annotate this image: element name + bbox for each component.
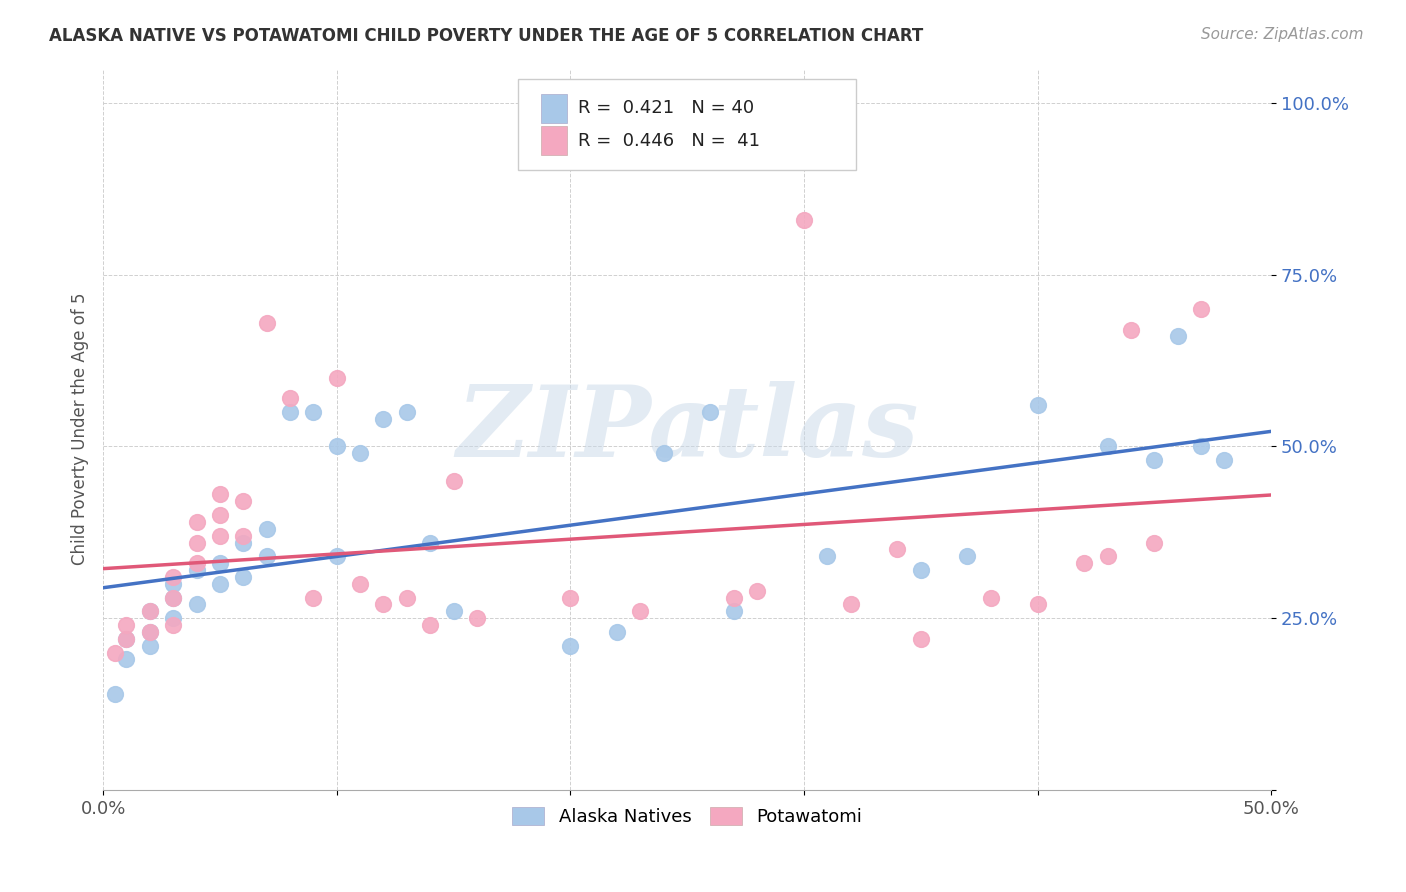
Point bbox=[232, 529, 254, 543]
Point bbox=[162, 618, 184, 632]
Point bbox=[104, 687, 127, 701]
Point bbox=[162, 591, 184, 605]
Point bbox=[723, 591, 745, 605]
Point bbox=[980, 591, 1002, 605]
Point bbox=[115, 632, 138, 646]
Point bbox=[747, 583, 769, 598]
Point bbox=[349, 576, 371, 591]
Point bbox=[162, 576, 184, 591]
Point bbox=[302, 405, 325, 419]
Text: R =  0.446   N =  41: R = 0.446 N = 41 bbox=[578, 132, 761, 150]
Point bbox=[186, 556, 208, 570]
Point bbox=[652, 446, 675, 460]
Point bbox=[443, 604, 465, 618]
Point bbox=[104, 646, 127, 660]
Point bbox=[395, 405, 418, 419]
Point bbox=[628, 604, 651, 618]
Point bbox=[256, 316, 278, 330]
Point bbox=[419, 618, 441, 632]
Point bbox=[278, 405, 301, 419]
Point bbox=[232, 570, 254, 584]
Point bbox=[1143, 535, 1166, 549]
Point bbox=[839, 598, 862, 612]
Text: R =  0.421   N = 40: R = 0.421 N = 40 bbox=[578, 99, 755, 117]
Point bbox=[115, 632, 138, 646]
Text: ALASKA NATIVE VS POTAWATOMI CHILD POVERTY UNDER THE AGE OF 5 CORRELATION CHART: ALASKA NATIVE VS POTAWATOMI CHILD POVERT… bbox=[49, 27, 924, 45]
Point bbox=[115, 652, 138, 666]
Point bbox=[699, 405, 721, 419]
Point bbox=[1143, 453, 1166, 467]
Point bbox=[793, 212, 815, 227]
Point bbox=[325, 549, 347, 564]
Legend: Alaska Natives, Potawatomi: Alaska Natives, Potawatomi bbox=[503, 797, 872, 835]
Point bbox=[232, 494, 254, 508]
Point bbox=[723, 604, 745, 618]
Point bbox=[208, 529, 231, 543]
Point bbox=[1119, 323, 1142, 337]
Y-axis label: Child Poverty Under the Age of 5: Child Poverty Under the Age of 5 bbox=[72, 293, 89, 566]
Point bbox=[115, 618, 138, 632]
Point bbox=[395, 591, 418, 605]
Point bbox=[186, 563, 208, 577]
Point bbox=[1167, 329, 1189, 343]
Point bbox=[139, 624, 162, 639]
Point bbox=[1026, 598, 1049, 612]
Point bbox=[1097, 439, 1119, 453]
Point bbox=[910, 632, 932, 646]
Text: Source: ZipAtlas.com: Source: ZipAtlas.com bbox=[1201, 27, 1364, 42]
Point bbox=[139, 604, 162, 618]
FancyBboxPatch shape bbox=[541, 94, 567, 122]
Point bbox=[349, 446, 371, 460]
Point bbox=[162, 591, 184, 605]
Point bbox=[1189, 439, 1212, 453]
Point bbox=[606, 624, 628, 639]
Point bbox=[910, 563, 932, 577]
Point bbox=[278, 392, 301, 406]
Point bbox=[560, 591, 582, 605]
Point bbox=[256, 522, 278, 536]
Point bbox=[560, 639, 582, 653]
Point bbox=[373, 412, 395, 426]
Point bbox=[886, 542, 908, 557]
FancyBboxPatch shape bbox=[541, 127, 567, 155]
Point bbox=[956, 549, 979, 564]
Point bbox=[162, 611, 184, 625]
Point bbox=[1026, 398, 1049, 412]
Point bbox=[208, 487, 231, 501]
Point bbox=[1213, 453, 1236, 467]
Point bbox=[186, 535, 208, 549]
Point bbox=[373, 598, 395, 612]
Point bbox=[186, 598, 208, 612]
Point bbox=[139, 639, 162, 653]
Point bbox=[325, 370, 347, 384]
Point bbox=[465, 611, 488, 625]
Point bbox=[139, 604, 162, 618]
Point bbox=[232, 535, 254, 549]
Point bbox=[1073, 556, 1095, 570]
Point bbox=[256, 549, 278, 564]
Point bbox=[419, 535, 441, 549]
Point bbox=[443, 474, 465, 488]
Point bbox=[815, 549, 838, 564]
Point bbox=[139, 624, 162, 639]
Point bbox=[302, 591, 325, 605]
Point bbox=[1097, 549, 1119, 564]
Point bbox=[325, 439, 347, 453]
Point bbox=[162, 570, 184, 584]
FancyBboxPatch shape bbox=[517, 79, 856, 169]
Point bbox=[186, 515, 208, 529]
Point bbox=[208, 556, 231, 570]
Point bbox=[1189, 301, 1212, 316]
Point bbox=[208, 576, 231, 591]
Text: ZIPatlas: ZIPatlas bbox=[456, 381, 918, 477]
Point bbox=[208, 508, 231, 522]
